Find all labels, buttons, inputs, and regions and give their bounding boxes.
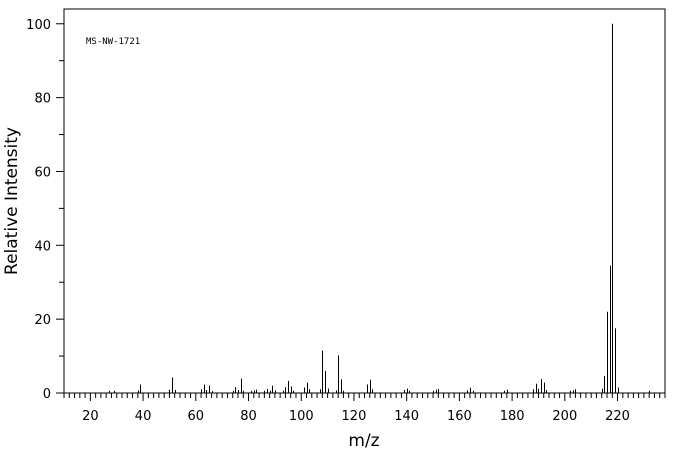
x-tick-label: 160 [447,409,472,424]
x-axis-ticks: 20 40 60 80 100 120 140 160 180 200 220 [63,393,666,424]
x-tick-label: 80 [240,409,257,424]
y-axis-label: Relative Intensity [2,127,22,275]
y-tick-label: 60 [34,165,51,180]
x-tick-label: 140 [394,409,419,424]
x-tick-label: 40 [135,409,152,424]
spectrum-peaks [109,23,650,393]
x-tick-label: 100 [289,409,314,424]
x-tick-label: 120 [342,409,367,424]
y-tick-label: 0 [43,387,51,402]
x-tick-label: 60 [188,409,205,424]
x-tick-label: 20 [82,409,99,424]
spectrum-id-annotation: MS-NW-1721 [86,37,140,47]
x-tick-label: 220 [605,409,630,424]
plot-frame [63,8,666,394]
x-axis-label: m/z [348,431,379,451]
y-tick-label: 40 [34,239,51,254]
y-axis-ticks: 0 20 40 60 80 100 [26,18,64,402]
y-tick-label: 20 [34,313,51,328]
x-tick-label: 200 [552,409,577,424]
y-tick-label: 80 [34,92,51,107]
x-tick-label: 180 [500,409,525,424]
y-tick-label: 100 [26,18,51,33]
